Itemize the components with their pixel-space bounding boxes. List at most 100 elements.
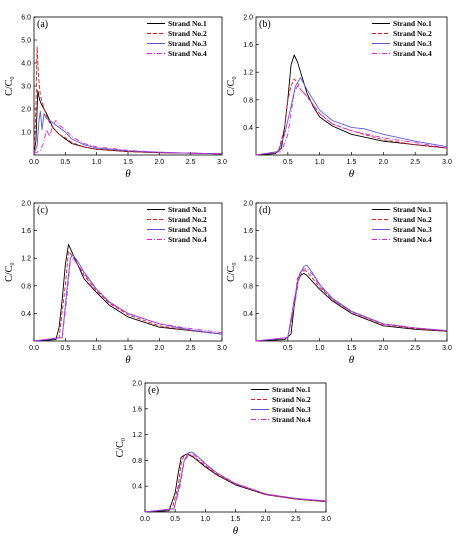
- x-tick-label: 0.5: [60, 159, 70, 166]
- x-tick-label: 0.5: [283, 159, 293, 166]
- y-tick-label: 2.0: [243, 201, 253, 208]
- x-tick-label: 3.0: [321, 516, 331, 523]
- legend-entry: Strand No.2: [393, 215, 432, 224]
- x-tick-label: 1.0: [92, 159, 102, 166]
- x-axis-label: θ: [349, 354, 355, 366]
- series-line-strand-1: [33, 243, 223, 342]
- x-tick-label: 2.5: [186, 345, 196, 352]
- x-tick-label: 1.5: [123, 159, 133, 166]
- x-tick-label: 0.5: [60, 345, 70, 352]
- y-tick-label: 1.2: [243, 256, 253, 263]
- y-tick-label: 1.2: [243, 70, 253, 77]
- series-line-strand-4: [33, 120, 223, 155]
- legend-entry: Strand No.3: [168, 225, 207, 234]
- y-tick-label: 0.4: [132, 484, 142, 491]
- series-line-strand-1: [255, 272, 448, 342]
- y-axis-label: C/C₀: [4, 262, 15, 282]
- y-tick-label: 2.0: [243, 15, 253, 22]
- series-line-strand-4: [144, 453, 327, 513]
- x-tick-label: 3.0: [442, 345, 452, 352]
- x-axis-label: θ: [125, 168, 131, 180]
- y-tick-label: 0.8: [132, 458, 142, 465]
- x-tick-label: 2.5: [410, 345, 420, 352]
- y-tick-label: 0.4: [21, 311, 31, 318]
- y-axis-label: C/C₀: [226, 76, 237, 96]
- x-tick-label: 0.0: [29, 345, 39, 352]
- y-axis-label: C/C₀: [115, 437, 126, 457]
- x-tick-label: 2.5: [410, 159, 420, 166]
- x-tick-label: 2.0: [378, 345, 388, 352]
- panel-label: (e): [148, 385, 159, 396]
- x-tick-label: 2.0: [154, 159, 164, 166]
- x-tick-label: 1.5: [231, 516, 241, 523]
- series-line-strand-2: [144, 453, 327, 513]
- y-axis-label: C/C₀: [226, 262, 237, 282]
- series-line-strand-4: [255, 268, 448, 342]
- legend-entry: Strand No.2: [168, 215, 207, 224]
- x-axis-label: θ: [349, 168, 355, 180]
- x-tick-label: 3.0: [217, 159, 227, 166]
- series-line-strand-3: [255, 77, 448, 156]
- x-tick-label: 1.5: [347, 159, 357, 166]
- y-tick-label: 1.6: [21, 228, 31, 235]
- legend-entry: Strand No.4: [393, 235, 432, 244]
- legend-entry: Strand No.3: [168, 39, 207, 48]
- legend-entry: Strand No.4: [168, 235, 207, 244]
- x-tick-label: 0.0: [29, 159, 39, 166]
- x-tick-label: 1.0: [92, 345, 102, 352]
- legend-entry: Strand No.1: [393, 19, 432, 28]
- series-line-strand-2: [255, 78, 448, 156]
- y-tick-label: 2.0: [132, 381, 142, 388]
- legend-entry: Strand No.4: [168, 49, 207, 58]
- panel-label: (a): [37, 19, 48, 30]
- y-tick-label: 4.0: [21, 61, 31, 68]
- y-tick-label: 0.4: [243, 311, 253, 318]
- legend-entry: Strand No.1: [168, 205, 207, 214]
- y-tick-label: 1.6: [243, 42, 253, 49]
- x-tick-label: 1.0: [315, 345, 325, 352]
- series-line-strand-3: [33, 110, 223, 155]
- x-tick-label: 0.0: [140, 516, 150, 523]
- y-tick-label: 0.8: [243, 283, 253, 290]
- x-axis-label: θ: [125, 354, 131, 366]
- x-tick-label: 2.5: [291, 516, 301, 523]
- legend-entry: Strand No.1: [272, 385, 311, 394]
- series-line-strand-2: [33, 250, 223, 342]
- legend-entry: Strand No.2: [393, 29, 432, 38]
- legend-entry: Strand No.1: [393, 205, 432, 214]
- y-tick-label: 0.8: [21, 283, 31, 290]
- x-tick-label: 1.0: [315, 159, 325, 166]
- x-tick-label: 0.5: [283, 345, 293, 352]
- x-axis-label: θ: [233, 525, 239, 537]
- series-line-strand-4: [255, 85, 448, 156]
- x-tick-label: 1.5: [123, 345, 133, 352]
- panel-label: (b): [259, 19, 271, 30]
- x-tick-label: 3.0: [217, 345, 227, 352]
- y-tick-label: 6.0: [21, 15, 31, 22]
- x-tick-label: 2.5: [186, 159, 196, 166]
- y-tick-label: 1.6: [243, 228, 253, 235]
- panel-label: (c): [37, 205, 48, 216]
- y-tick-label: 2.0: [21, 107, 31, 114]
- legend-entry: Strand No.1: [168, 19, 207, 28]
- legend-entry: Strand No.3: [393, 225, 432, 234]
- legend-entry: Strand No.4: [393, 49, 432, 58]
- legend-entry: Strand No.3: [272, 405, 311, 414]
- series-line-strand-4: [33, 257, 223, 342]
- panel-label: (d): [259, 205, 271, 216]
- legend-entry: Strand No.4: [272, 415, 311, 424]
- y-tick-label: 1.2: [132, 432, 142, 439]
- y-tick-label: 0.4: [243, 125, 253, 132]
- y-tick-label: 1.6: [132, 406, 142, 413]
- series-line-strand-1: [33, 90, 223, 155]
- x-tick-label: 2.0: [261, 516, 271, 523]
- x-tick-label: 2.0: [154, 345, 164, 352]
- y-tick-label: 0.8: [243, 97, 253, 104]
- series-line-strand-1: [255, 54, 448, 156]
- y-tick-label: 2.0: [21, 201, 31, 208]
- y-tick-label: 5.0: [21, 38, 31, 45]
- legend-entry: Strand No.3: [393, 39, 432, 48]
- series-line-strand-2: [33, 46, 223, 155]
- x-tick-label: 1.5: [347, 345, 357, 352]
- y-tick-label: 1.0: [21, 130, 31, 137]
